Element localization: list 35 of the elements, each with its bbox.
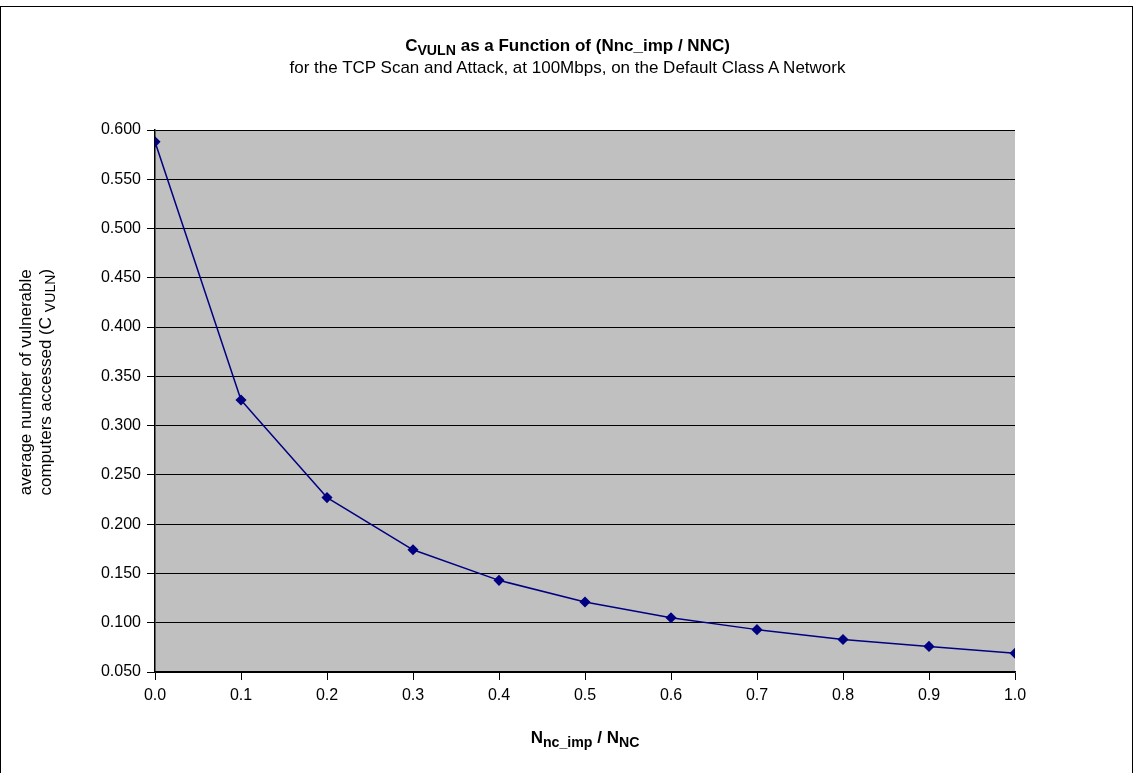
y-tick-label: 0.150: [100, 563, 142, 581]
y-tick-label: 0.350: [100, 366, 142, 384]
y-tick-label: 0.250: [100, 465, 142, 483]
y-tick-label: 0.050: [100, 662, 142, 680]
x-tick-label: 0.5: [573, 686, 597, 704]
y-tick-label: 0.550: [100, 169, 142, 187]
y-tick-label: 0.300: [100, 416, 142, 434]
x-axis-title: N$_{nc_imp}$ / N$_{NC}$: [529, 728, 641, 751]
point: [751, 624, 763, 635]
x-tick-label: 0.6: [659, 686, 683, 704]
y-tick-label: 0.600: [100, 120, 142, 138]
point: [837, 634, 849, 645]
point: [579, 596, 591, 608]
point: [235, 394, 247, 406]
x-tick-label: 0.0: [143, 686, 167, 704]
x-tick-label: 0.7: [745, 686, 769, 704]
x-tick-label: 1.0: [1003, 686, 1027, 704]
chart-title: C$_{VULN}$ as a Function of (Nnc_imp / NNC): [404, 36, 731, 59]
y-tick-label: 0.100: [100, 613, 142, 631]
chart-subtitle: for the TCP Scan and Attack, at 100Mbps, on the Default Class A Network: [288, 58, 847, 78]
x-tick-label: 0.4: [487, 686, 511, 704]
point: [493, 575, 505, 586]
x-tick-label: 0.1: [229, 686, 253, 704]
x-tick-label: 0.8: [831, 686, 855, 704]
y-tick-label: 0.500: [100, 218, 142, 236]
x-tick-label: 0.9: [917, 686, 941, 704]
point: [665, 612, 677, 624]
point: [407, 544, 419, 556]
y-tick-label: 0.450: [100, 268, 142, 286]
y-tick-label: 0.200: [100, 514, 142, 532]
x-tick-label: 0.3: [401, 686, 425, 704]
point: [321, 492, 333, 503]
x-tick-label: 0.2: [315, 686, 339, 704]
point: [923, 641, 935, 652]
y-tick-label: 0.400: [100, 317, 142, 335]
